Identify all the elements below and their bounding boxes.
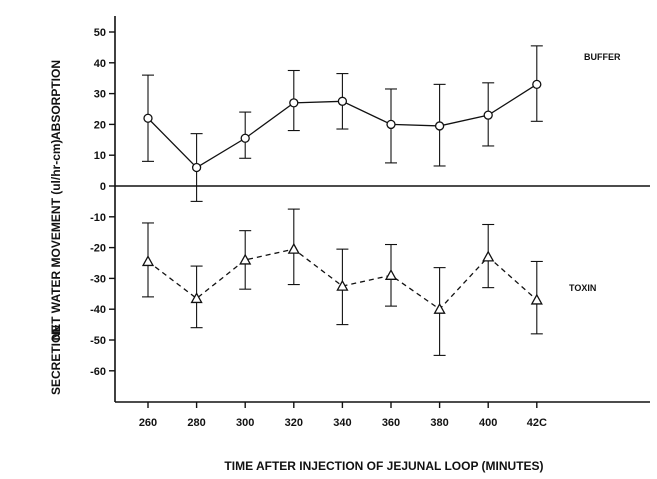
y-tick-label: -30 (90, 273, 106, 285)
data-point (532, 79, 542, 90)
data-point (141, 255, 155, 267)
data-point (336, 279, 349, 291)
y-tick-label: -60 (90, 366, 106, 378)
x-ticks: 260 280 300 320 340 360 380 400 42C (139, 402, 547, 429)
data-point (482, 250, 495, 262)
x-tick-label: 360 (382, 417, 400, 429)
data-point (289, 98, 299, 108)
data-point (530, 293, 543, 305)
y-tick-label: 30 (94, 89, 106, 101)
y-ticks: 50 40 30 20 10 0 -10 -20 -30 -40 -50 -60 (90, 27, 115, 378)
x-tick-label: 260 (139, 417, 157, 429)
series-toxin (141, 208, 543, 356)
series-label-toxin: TOXIN (569, 283, 596, 293)
data-point (190, 292, 203, 304)
data-point (240, 133, 250, 143)
y-tick-label: -10 (90, 212, 106, 224)
data-point (337, 96, 348, 106)
y-axis-label-secretion: SECRETION (49, 325, 63, 395)
data-point (384, 268, 398, 280)
y-axis-label-absorption: ABSORPTION (49, 60, 63, 140)
x-tick-label: 280 (187, 417, 205, 429)
data-point (239, 253, 252, 265)
y-tick-label: 20 (94, 119, 106, 131)
y-tick-label: -50 (90, 335, 106, 347)
axes (114, 16, 650, 403)
data-point (191, 162, 202, 173)
data-point (483, 110, 493, 120)
series-layer (141, 45, 543, 356)
x-tick-label: 400 (479, 417, 497, 429)
x-tick-label: 320 (285, 417, 303, 429)
series-buffer (142, 45, 543, 202)
y-tick-label: 50 (94, 27, 106, 39)
data-point (386, 119, 396, 130)
x-tick-label: 300 (236, 417, 254, 429)
y-tick-label: -20 (90, 243, 106, 255)
series-label-buffer: BUFFER (584, 52, 621, 62)
y-tick-label: 40 (94, 58, 106, 70)
x-axis-label: TIME AFTER INJECTION OF JEJUNAL LOOP (MI… (224, 459, 543, 473)
y-tick-label: 0 (100, 181, 106, 193)
y-tick-label: -40 (90, 304, 106, 316)
data-point (287, 242, 300, 254)
y-tick-label: 10 (94, 150, 106, 162)
x-tick-label: 380 (430, 417, 448, 429)
x-tick-label: 42C (527, 417, 547, 429)
data-point (434, 121, 445, 131)
data-point (433, 302, 446, 314)
y-axis-label: NET WATER MOVEMENT (ul/hr-cm) (49, 139, 63, 340)
data-point (143, 113, 153, 123)
series-line (147, 248, 538, 311)
x-tick-label: 340 (333, 417, 351, 429)
